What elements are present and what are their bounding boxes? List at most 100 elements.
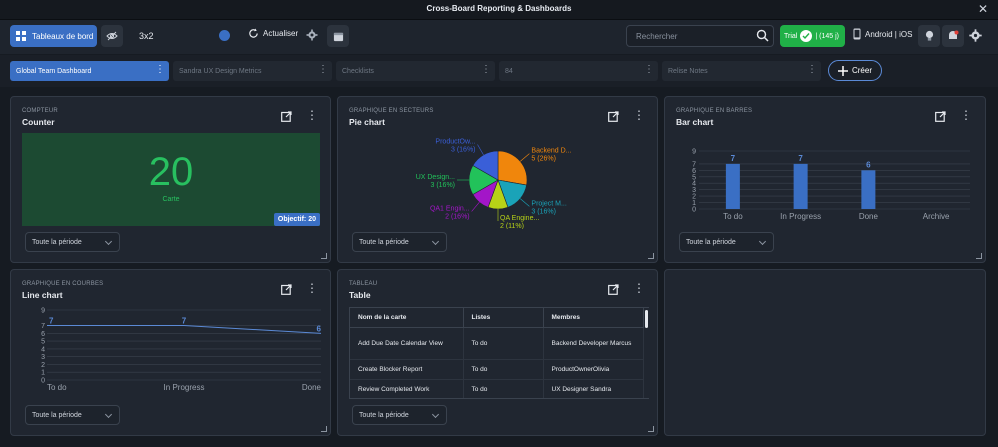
chevron-down-icon: [758, 237, 767, 246]
x-tick-label: To do: [723, 212, 743, 221]
create-button[interactable]: Créer: [828, 60, 882, 81]
more-icon[interactable]: ⋮: [155, 64, 165, 75]
more-icon[interactable]: ⋮: [644, 64, 654, 75]
y-tick-label: 3: [41, 354, 45, 361]
pie-card: Graphique en secteurs Pie chart ⋮ Backen…: [337, 96, 658, 263]
phone-icon: [853, 28, 861, 40]
tab-84[interactable]: 84 ⋮: [499, 61, 658, 81]
table-row[interactable]: Add Due Date Calendar View To do Backend…: [350, 327, 644, 360]
external-link-icon[interactable]: [608, 284, 619, 295]
tab-relise-notes[interactable]: Relise Notes ⋮: [662, 61, 821, 81]
calendar-button[interactable]: [327, 25, 349, 47]
create-label: Créer: [851, 66, 872, 75]
title-bar: Cross-Board Reporting & Dashboards ✕: [0, 0, 998, 20]
column-header[interactable]: Nom de la carte: [350, 308, 464, 328]
more-icon[interactable]: ⋮: [807, 64, 817, 75]
empty-card-slot: [664, 269, 986, 436]
external-link-icon[interactable]: [608, 111, 619, 122]
lightbulb-icon: [925, 30, 933, 41]
period-select[interactable]: Toute la période: [352, 232, 447, 252]
tab-sandra-ux[interactable]: Sandra UX Design Metrics ⋮: [173, 61, 332, 81]
tab-global-team-dashboard[interactable]: Global Team Dashboard ⋮: [10, 61, 169, 81]
counter-display: 20 Carte Objectif: 20: [22, 133, 320, 226]
notifications-button[interactable]: [942, 25, 964, 47]
resize-handle[interactable]: [648, 426, 654, 432]
tips-button[interactable]: [918, 25, 940, 47]
bar[interactable]: [793, 163, 808, 209]
table-cell: Backend Developer Marcus: [543, 327, 644, 360]
chevron-down-icon: [104, 410, 113, 419]
y-tick-label: 6: [692, 168, 696, 175]
close-icon[interactable]: ✕: [977, 2, 988, 16]
period-select[interactable]: Toute la période: [25, 232, 120, 252]
pie-leader-line: [477, 144, 484, 156]
x-tick-label: Done: [302, 383, 322, 392]
hide-button[interactable]: [101, 25, 123, 47]
more-icon[interactable]: ⋮: [633, 281, 645, 295]
column-header[interactable]: Membres: [543, 308, 644, 328]
search-input[interactable]: [627, 26, 747, 47]
table-cell: To do: [463, 379, 544, 398]
resize-handle[interactable]: [648, 253, 654, 259]
external-link-icon[interactable]: [935, 111, 946, 122]
pie-slice[interactable]: [472, 150, 499, 181]
dashboards-button[interactable]: Tableaux de bord: [10, 25, 97, 47]
mobile-apps-link[interactable]: Android | iOS: [853, 28, 912, 40]
resize-handle[interactable]: [321, 253, 327, 259]
table-row[interactable]: Create Blocker Report To do ProductOwner…: [350, 359, 644, 380]
period-select[interactable]: Toute la période: [352, 405, 447, 425]
pie-slice-label: UX Design...: [416, 174, 455, 181]
y-tick-label: 0: [692, 207, 696, 214]
pie-slice-value: 2 (16%): [445, 213, 470, 220]
line-value-label: 7: [49, 317, 54, 326]
more-icon[interactable]: ⋮: [633, 108, 645, 122]
grid-icon: [16, 31, 26, 41]
more-icon[interactable]: ⋮: [318, 64, 328, 75]
period-select[interactable]: Toute la période: [679, 232, 774, 252]
pie-slice-value: 2 (11%): [500, 223, 524, 229]
resize-handle[interactable]: [976, 253, 982, 259]
preferences-button[interactable]: [966, 26, 984, 44]
bar[interactable]: [725, 163, 740, 209]
line-value-label: 7: [182, 317, 187, 326]
card-title: Table: [349, 290, 371, 300]
settings-button[interactable]: [303, 26, 321, 44]
y-tick-label: 1: [692, 200, 696, 207]
resize-handle[interactable]: [321, 426, 327, 432]
y-tick-label: 3: [692, 187, 696, 194]
card-category: Graphique en secteurs: [349, 108, 434, 114]
tab-label: Global Team Dashboard: [16, 67, 92, 75]
refresh-icon: [249, 28, 258, 38]
tab-checklists[interactable]: Checklists ⋮: [336, 61, 495, 81]
refresh-button[interactable]: Actualiser: [248, 28, 298, 39]
table-cell: To do: [463, 359, 544, 380]
plus-icon: [837, 65, 848, 76]
more-icon[interactable]: ⋮: [306, 281, 318, 295]
layout-select[interactable]: 3x2: [132, 26, 234, 46]
pie-slice-value: 3 (16%): [430, 182, 455, 189]
counter-value: 20: [148, 150, 194, 194]
table-header-row: Nom de la carte Listes Membres: [350, 308, 644, 328]
line-card: Graphique en courbes Line chart ⋮ 012345…: [10, 269, 331, 436]
more-icon[interactable]: ⋮: [960, 108, 972, 122]
y-tick-label: 7: [692, 161, 696, 168]
external-link-icon[interactable]: [281, 284, 292, 295]
scrollbar[interactable]: [645, 310, 648, 328]
search-icon[interactable]: [756, 29, 769, 42]
search-box[interactable]: [626, 25, 774, 47]
pie-slice[interactable]: [497, 150, 528, 186]
period-select[interactable]: Toute la période: [25, 405, 120, 425]
external-link-icon[interactable]: [281, 111, 292, 122]
table-cell: Review Completed Work: [350, 379, 464, 398]
series-line[interactable]: [47, 325, 322, 334]
pie-leader-line: [471, 202, 480, 212]
y-tick-label: 9: [692, 149, 696, 156]
column-header[interactable]: Listes: [463, 308, 544, 328]
more-icon[interactable]: ⋮: [306, 108, 318, 122]
toolbar: Tableaux de bord 3x2 Actualiser Trial | …: [0, 20, 998, 54]
table-cell: To do: [463, 327, 544, 360]
more-icon[interactable]: ⋮: [481, 64, 491, 75]
bar[interactable]: [861, 170, 876, 209]
trial-badge[interactable]: Trial | (145 j): [780, 25, 845, 47]
table-row[interactable]: Review Completed Work To do UX Designer …: [350, 379, 644, 398]
